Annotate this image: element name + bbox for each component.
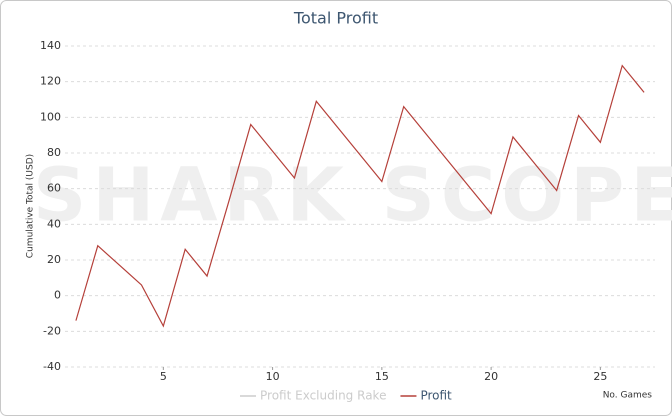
y-tick-label: 40 (47, 217, 61, 230)
watermark: SHARK SCOPE (33, 153, 672, 239)
x-tick-label: 25 (593, 370, 607, 383)
y-tick-label: 20 (47, 253, 61, 266)
y-tick-label: 80 (47, 146, 61, 159)
y-tick-label: 120 (40, 75, 61, 88)
x-axis-label: No. Games (603, 391, 653, 401)
legend-label: Profit (420, 389, 452, 403)
y-tick-label: 0 (54, 289, 61, 302)
chart-title: Total Profit (293, 9, 378, 28)
y-tick-label: 60 (47, 182, 61, 195)
y-tick-label: 100 (40, 110, 61, 123)
legend-label: Profit Excluding Rake (260, 389, 386, 403)
y-tick-label: -20 (43, 324, 61, 337)
y-tick-label: -40 (43, 360, 61, 373)
y-tick-label: 140 (40, 39, 61, 52)
line-series (75, 64, 645, 328)
x-tick-label: 10 (266, 370, 280, 383)
x-tick-label: 15 (375, 370, 389, 383)
x-tick-label: 5 (160, 370, 167, 383)
x-tick-label: 20 (484, 370, 498, 383)
y-axis-label: Cumulative Total (USD) (26, 154, 36, 258)
